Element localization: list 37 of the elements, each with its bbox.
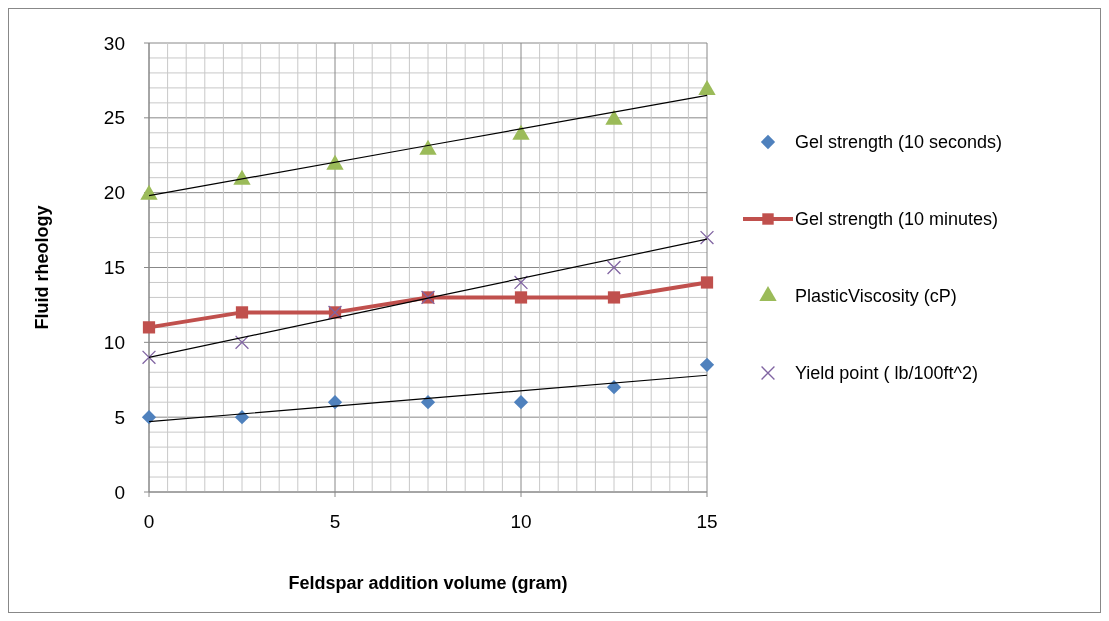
point xyxy=(142,321,156,334)
point xyxy=(699,357,715,372)
x-tick-label: 5 xyxy=(329,511,341,532)
point xyxy=(235,306,249,319)
x-tick-label: 15 xyxy=(696,511,718,532)
point xyxy=(234,335,250,350)
point xyxy=(419,139,437,155)
y-tick-label: 0 xyxy=(114,481,125,503)
point xyxy=(607,291,621,304)
y-axis-title: Fluid rheology xyxy=(32,205,52,330)
legend-label: Gel strength (10 minutes) xyxy=(795,209,999,230)
y-tick-label: 10 xyxy=(103,331,125,353)
point xyxy=(514,291,528,304)
point xyxy=(141,350,157,365)
point xyxy=(513,395,529,410)
point xyxy=(420,395,436,410)
y-tick-label: 30 xyxy=(103,32,125,54)
point xyxy=(513,275,529,290)
x-tick-label: 0 xyxy=(143,511,155,532)
y-tick-label: 20 xyxy=(103,182,125,204)
y-tick-label: 15 xyxy=(103,257,125,279)
legend-label: PlasticViscosity (cP) xyxy=(795,286,957,307)
point xyxy=(140,184,158,200)
point xyxy=(700,276,714,289)
point xyxy=(141,410,157,425)
point xyxy=(512,124,530,140)
point xyxy=(606,260,622,275)
point xyxy=(605,109,623,125)
y-tick-label: 5 xyxy=(114,406,125,428)
point xyxy=(326,154,344,170)
point xyxy=(698,79,716,95)
point xyxy=(699,230,715,245)
y-tick-label: 25 xyxy=(103,107,125,129)
x-tick-label: 10 xyxy=(510,511,532,532)
legend-label: Gel strength (10 seconds) xyxy=(795,132,1003,153)
legend-label: Yield point ( lb/100ft^2) xyxy=(795,363,978,384)
x-axis-title: Feldspar addition volume (gram) xyxy=(288,573,568,593)
